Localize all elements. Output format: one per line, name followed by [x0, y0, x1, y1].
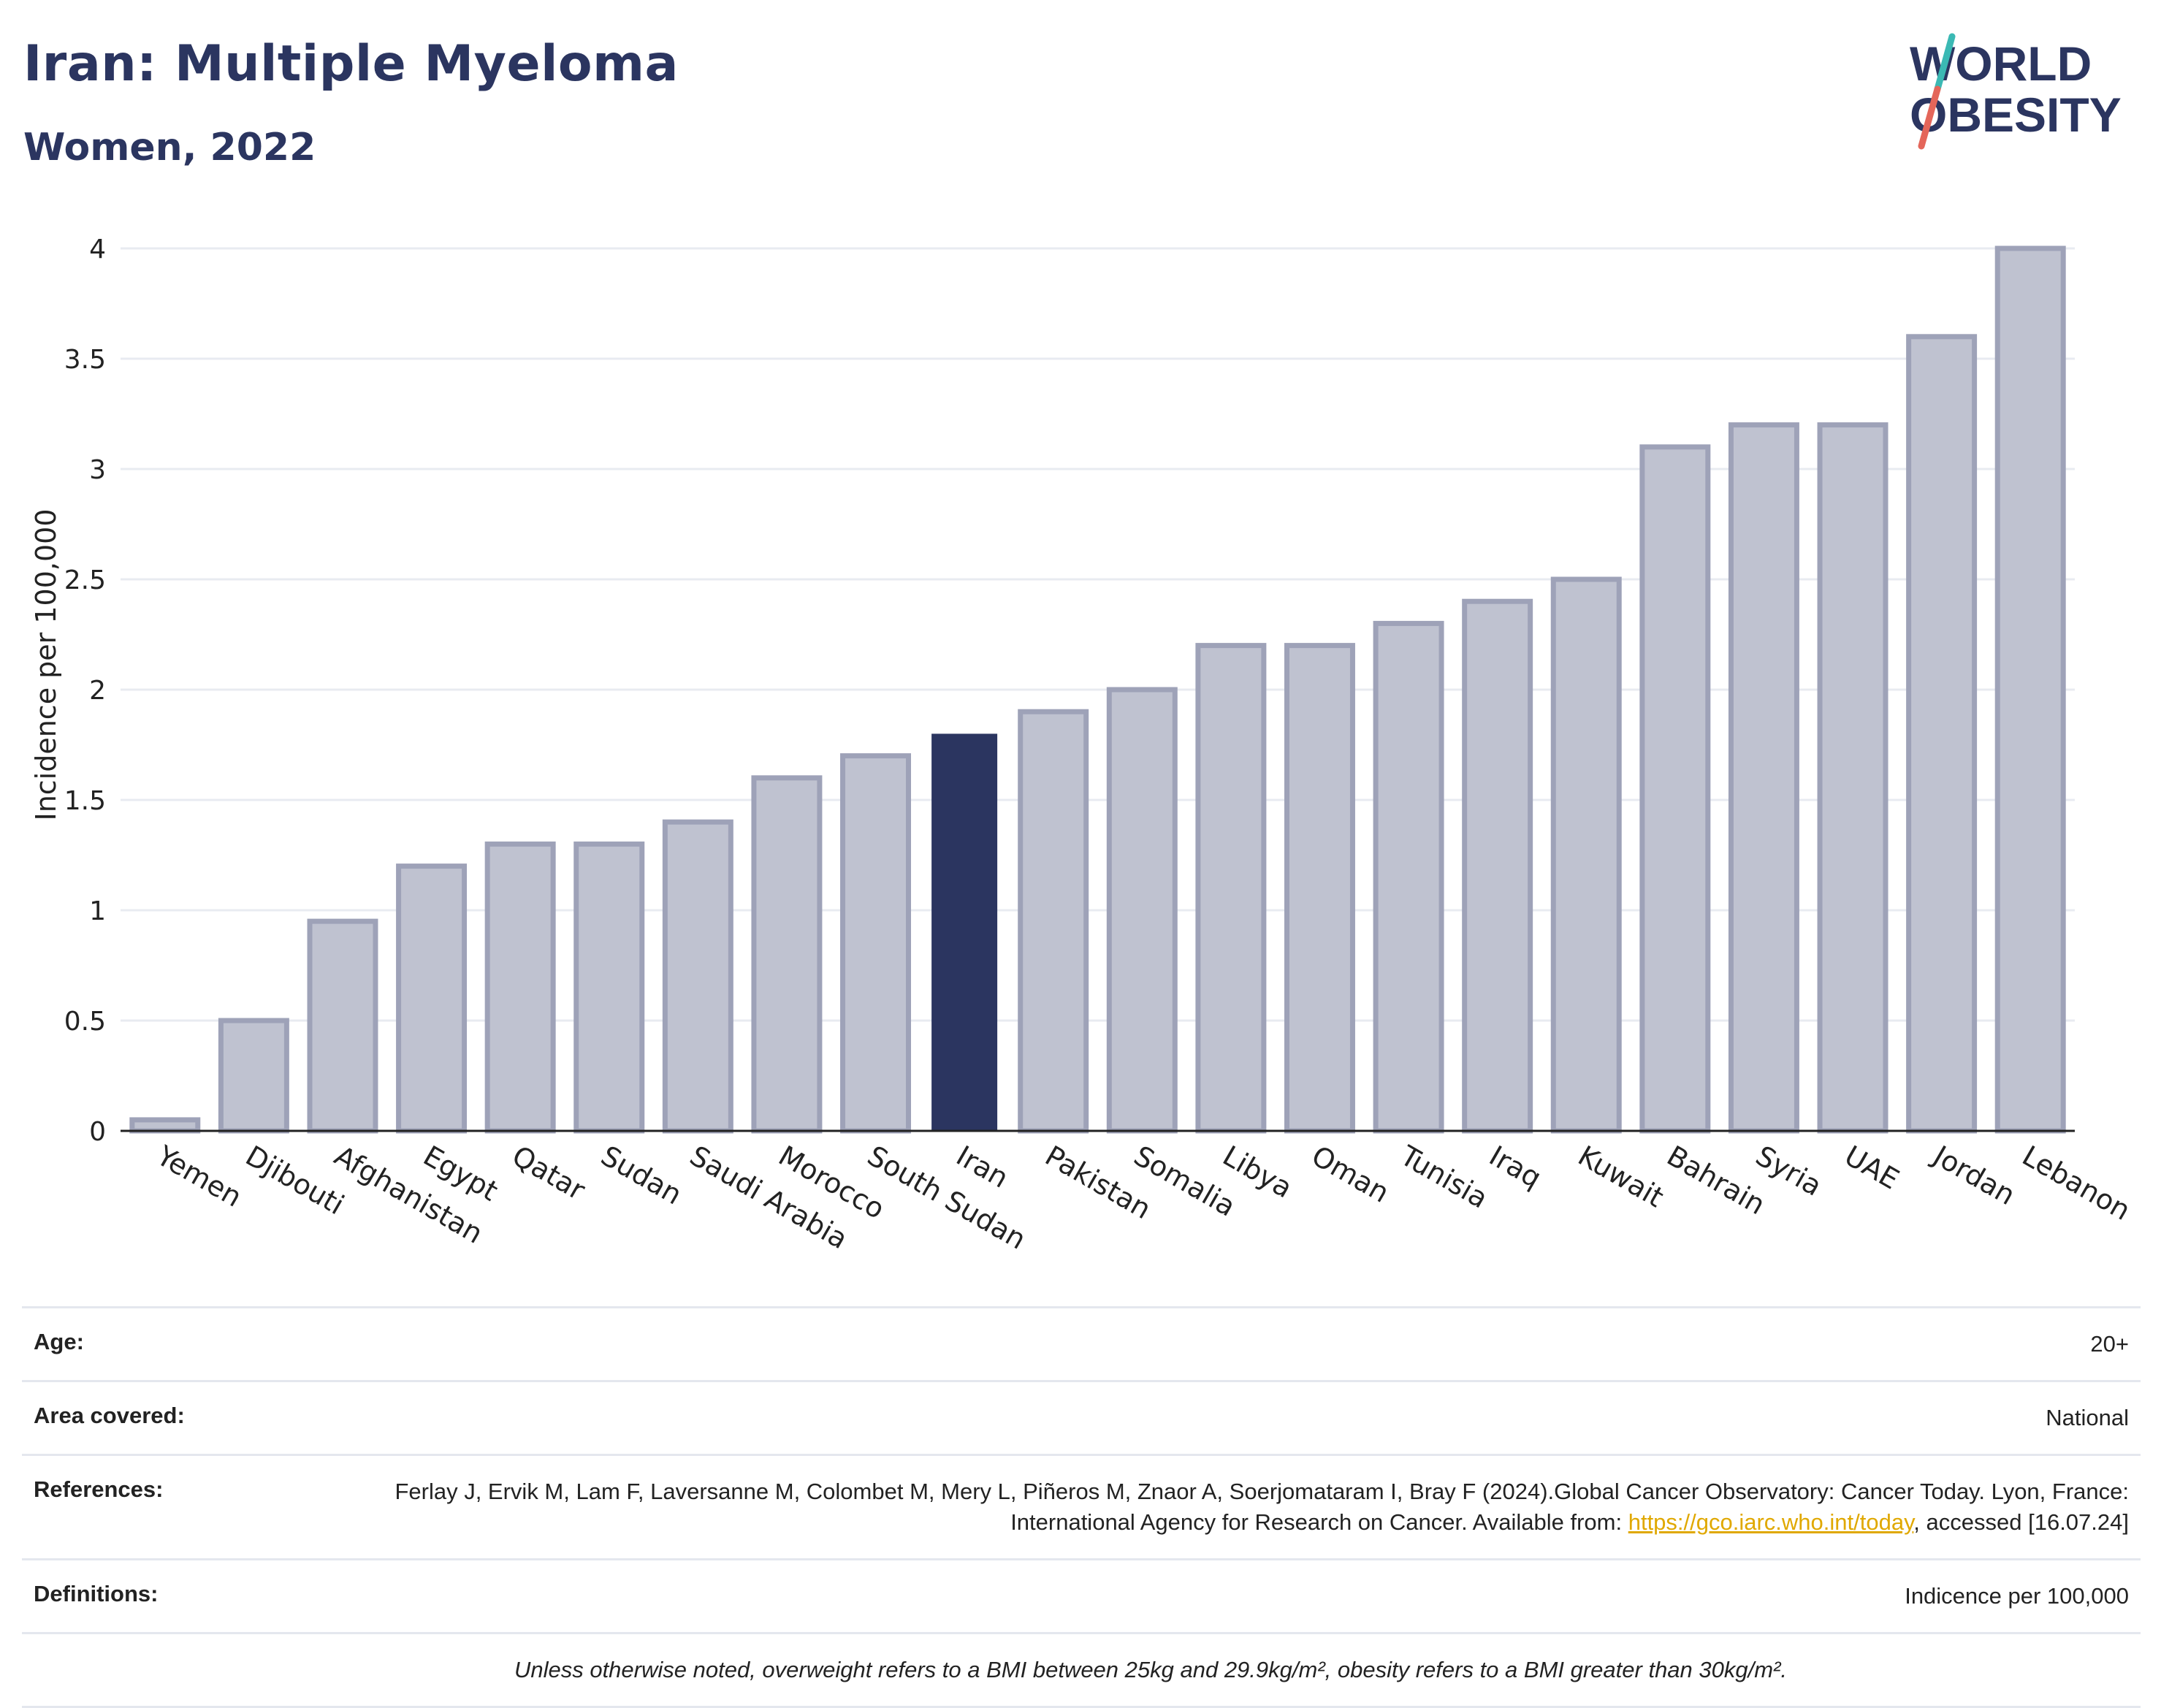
- x-tick-label: Sudan: [595, 1140, 687, 1211]
- references-link[interactable]: https://gco.iarc.who.int/today: [1628, 1509, 1914, 1535]
- bar-egypt: [396, 863, 468, 1134]
- meta-row-note: Unless otherwise noted, overweight refer…: [22, 1632, 2141, 1708]
- meta-row-area: Area covered: National: [22, 1380, 2141, 1454]
- y-tick-label: 2: [89, 676, 106, 706]
- bar-qatar: [484, 841, 556, 1134]
- references-value: Ferlay J, Ervik M, Lam F, Laversanne M, …: [376, 1476, 2129, 1538]
- y-tick-label: 1: [89, 896, 106, 926]
- bar-sudan: [573, 841, 645, 1134]
- bar-afghanistan: [307, 918, 378, 1134]
- bar-oman: [1284, 643, 1355, 1134]
- x-tick-label: Oman: [1306, 1140, 1395, 1209]
- x-tick-label: Lebanon: [2017, 1140, 2136, 1227]
- bar-somalia: [1106, 687, 1178, 1134]
- meta-row-definitions: Definitions: Indicence per 100,000: [22, 1558, 2141, 1632]
- x-tick-label: Tunisia: [1395, 1139, 1493, 1215]
- x-tick-label: Qatar: [507, 1140, 591, 1207]
- references-text: Ferlay J, Ervik M, Lam F, Laversanne M, …: [395, 1479, 2129, 1535]
- bar-kuwait: [1550, 576, 1622, 1134]
- world-obesity-logo: WORLD OBESITY: [1910, 33, 2122, 150]
- x-tick-label: Djibouti: [240, 1140, 350, 1221]
- bar-chart: 0 0.5 1 1.5 2 2.5 3 3.5 4 YemenDjiboutiAfghanista…: [30, 235, 2136, 1256]
- page-title: Iran: Multiple Myeloma: [23, 35, 679, 93]
- logo-text-obesity: OBESITY: [1910, 88, 2122, 142]
- age-value: 20+: [2090, 1331, 2129, 1357]
- x-tick-label: Kuwait: [1573, 1140, 1669, 1214]
- x-tick-label: Afghanistan: [329, 1140, 488, 1250]
- y-tick-label: 3: [89, 455, 106, 485]
- logo-slash-red: [1918, 85, 1941, 150]
- area-label: Area covered:: [34, 1403, 185, 1428]
- page-subtitle: Women, 2022: [23, 126, 316, 169]
- bar-south-sudan: [840, 753, 912, 1134]
- y-tick-label: 3.5: [64, 345, 106, 375]
- bar-lebanon: [1994, 245, 2066, 1134]
- y-tick-label: 1.5: [64, 786, 106, 816]
- y-tick-label: 4: [89, 235, 106, 264]
- logo-slash-teal: [1934, 33, 1956, 93]
- area-value: National: [2046, 1405, 2129, 1430]
- bar-bahrain: [1639, 444, 1711, 1134]
- bars: [129, 245, 2066, 1134]
- x-tick-label: Bahrain: [1661, 1140, 1770, 1221]
- y-axis-label: Incidence per 100,000: [30, 508, 62, 820]
- definitions-label: Definitions:: [34, 1581, 159, 1606]
- x-tick-label: Yemen: [150, 1139, 247, 1213]
- bar-uae: [1817, 422, 1889, 1134]
- bar-yemen: [129, 1117, 201, 1134]
- y-tick-label: 2.5: [64, 565, 106, 595]
- metadata-table: Age: 20+ Area covered: National Referenc…: [22, 1306, 2141, 1708]
- bmi-note: Unless otherwise noted, overweight refer…: [514, 1657, 1787, 1682]
- definitions-value: Indicence per 100,000: [1905, 1583, 2129, 1609]
- bar-iraq: [1462, 598, 1533, 1134]
- bar-jordan: [1906, 334, 1978, 1134]
- references-tail: , accessed [16.07.24]: [1913, 1509, 2129, 1535]
- meta-row-age: Age: 20+: [22, 1306, 2141, 1380]
- x-tick-label: UAE: [1840, 1140, 1905, 1196]
- bar-tunisia: [1373, 620, 1444, 1134]
- bar-libya: [1195, 643, 1267, 1134]
- bar-pakistan: [1018, 709, 1089, 1134]
- meta-row-references: References: Ferlay J, Ervik M, Lam F, La…: [22, 1454, 2141, 1558]
- references-label: References:: [34, 1476, 164, 1502]
- bar-syria: [1728, 422, 1799, 1134]
- y-tick-label: 0.5: [64, 1007, 106, 1037]
- bar-morocco: [751, 775, 823, 1134]
- bar-saudi-arabia: [662, 819, 733, 1134]
- age-label: Age:: [34, 1329, 84, 1354]
- bar-iran: [931, 733, 998, 1131]
- y-tick-label: 0: [89, 1117, 106, 1147]
- x-tick-label: Jordan: [1926, 1139, 2020, 1212]
- bar-djibouti: [218, 1018, 289, 1134]
